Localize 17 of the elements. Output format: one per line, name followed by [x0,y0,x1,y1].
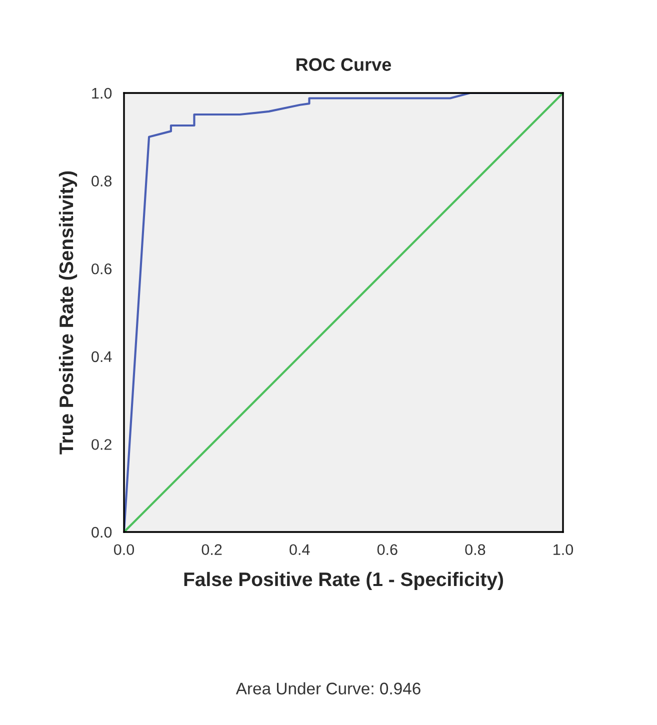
x-axis-title: False Positive Rate (1 - Specificity) [184,572,504,590]
x-tick-label: 0.2 [202,544,222,556]
y-tick-label: 0.4 [92,351,112,362]
x-tick-label: 0.4 [290,544,310,556]
text: Area Under Curve: 0.946 [236,682,420,694]
y-tick-label: 0.0 [92,526,112,538]
y-tick-label: 0.8 [92,176,112,186]
x-tick-label: 1.0 [554,544,574,556]
y-tick-label: 0.6 [92,263,112,274]
line-series [124,93,563,532]
chart-title: ROC Curve [296,58,392,71]
x-tick-label: 0.0 [114,544,134,556]
y-tick-label: 0.2 [92,439,112,450]
y-tick-label: 1.0 [92,88,112,99]
x-tick-label: 0.6 [377,544,398,556]
y-axis-title: True Positive Rate (Sensitivity) [58,171,78,454]
x-tick-label: 0.8 [465,544,486,556]
